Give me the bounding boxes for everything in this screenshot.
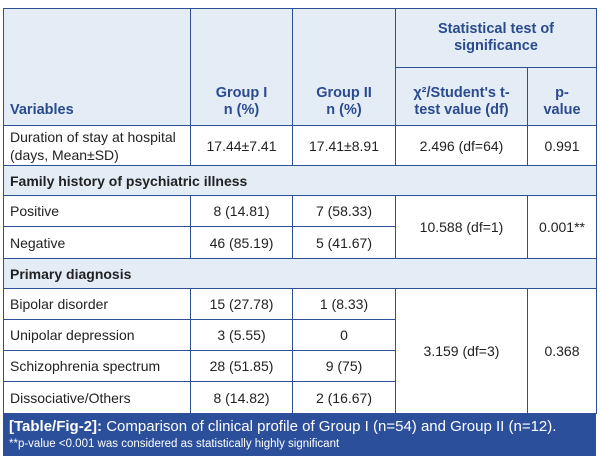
cell-g1: 17.44±7.41 [190,125,293,166]
cell-label: Schizophrenia spectrum [3,350,191,382]
cell-p: 0.001** [527,195,597,259]
cell-g2: 1 (8.33) [292,288,396,320]
header-group2: Group II n (%) [292,8,396,126]
header-stat-test: Statistical test of significance [395,8,597,68]
header-variables: Variables [3,8,191,126]
caption-label: [Table/Fig-2]: [9,418,103,435]
cell-g1: 28 (51.85) [190,350,293,382]
cell-g2: 7 (58.33) [292,195,396,227]
section-row: Family history of psychiatric illness [3,165,597,196]
cell-g1: 15 (27.78) [190,288,293,320]
cell-label: Positive [3,195,191,227]
table-row: Negative 46 (85.19) 5 (41.67) [3,226,597,259]
section-primary-diagnosis: Primary diagnosis [3,258,597,289]
header-test-value: χ²/Student's t-test value (df) [395,67,528,126]
cell-label: Dissociative/Others [3,381,191,414]
table-row: Bipolar disorder 15 (27.78) 1 (8.33) 3.1… [3,288,597,414]
cell-g2: 9 (75) [292,350,396,382]
table-row: Dissociative/Others 8 (14.82) 2 (16.67) [3,381,597,414]
cell-test: 2.496 (df=64) [395,125,528,166]
caption-text: Comparison of clinical profile of Group … [102,418,557,435]
cell-label: Bipolar disorder [3,288,191,320]
cell-test: 10.588 (df=1) [395,195,528,259]
cell-g2: 0 [292,319,396,351]
cell-test: 3.159 (df=3) [395,288,528,414]
table-row: Unipolar depression 3 (5.55) 0 [3,319,597,351]
cell-g1: 8 (14.81) [190,195,293,227]
cell-g1: 46 (85.19) [190,226,293,259]
cell-label: Negative [3,226,191,259]
cell-g2: 17.41±8.91 [292,125,396,166]
table-row: Positive 8 (14.81) 7 (58.33) 10.588 (df=… [3,195,597,259]
table-caption: [Table/Fig-2]: Comparison of clinical pr… [3,414,596,456]
cell-p: 0.991 [527,125,597,166]
header-p-value: p-value [527,67,597,126]
cell-label: Unipolar depression [3,319,191,351]
section-family-history: Family history of psychiatric illness [3,165,597,196]
cell-g2: 2 (16.67) [292,381,396,414]
cell-g1: 3 (5.55) [190,319,293,351]
cell-p: 0.368 [527,288,597,414]
cell-g1: 8 (14.82) [190,381,293,414]
cell-g2: 5 (41.67) [292,226,396,259]
table-row: Duration of stay at hospital (days, Mean… [3,125,597,166]
cell-label: Duration of stay at hospital (days, Mean… [3,125,191,166]
table-row: Schizophrenia spectrum 28 (51.85) 9 (75) [3,350,597,382]
section-row: Primary diagnosis [3,258,597,289]
caption-note: **p-value <0.001 was considered as stati… [9,438,340,450]
